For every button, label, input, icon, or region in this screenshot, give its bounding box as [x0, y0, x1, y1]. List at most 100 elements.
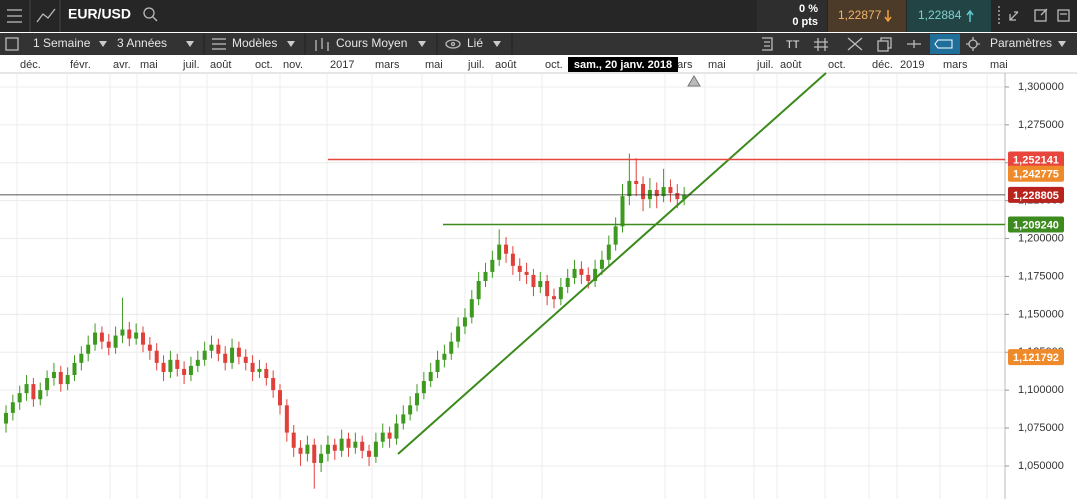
templates-select[interactable]: Modèles — [232, 36, 277, 50]
candle-body — [538, 280, 543, 288]
tool-icon — [934, 39, 953, 49]
candle-body — [72, 362, 77, 375]
time-axis — [0, 56, 1077, 73]
price-badge — [1008, 186, 1064, 203]
candle-body — [216, 344, 221, 354]
candle-body — [168, 359, 173, 372]
candle-body — [120, 329, 125, 336]
candle-body — [599, 259, 604, 269]
time-label: mai — [708, 59, 726, 71]
price-badge — [1008, 151, 1064, 168]
time-label: déc. — [872, 59, 893, 71]
menu-button[interactable] — [7, 9, 22, 23]
candle-body — [175, 359, 180, 369]
y-tick-label: 1,275000 — [1018, 119, 1064, 131]
candle-body — [524, 271, 529, 275]
candle-body — [113, 335, 118, 348]
candle-body — [17, 393, 22, 403]
candle-body — [141, 332, 145, 345]
candle-body — [51, 371, 56, 379]
sell-box[interactable] — [828, 0, 906, 32]
candle-body — [134, 332, 139, 339]
candle-body — [510, 253, 515, 266]
candle-body — [236, 347, 241, 357]
price-badge-label: 1,252141 — [1013, 154, 1059, 166]
candle-body — [675, 193, 680, 200]
chart-type-button[interactable] — [36, 8, 56, 23]
crosshair-box — [568, 57, 678, 72]
candle-body — [682, 194, 687, 200]
active-tool[interactable] — [930, 34, 960, 54]
crosshair-label: sam., 20 janv. 2018 — [574, 59, 672, 71]
sell-price[interactable]: 1,22877 — [838, 8, 882, 22]
trend-line[interactable] — [397, 72, 827, 455]
dropdown — [493, 41, 501, 47]
candle-body — [202, 350, 207, 360]
time-label: juil. — [182, 59, 200, 71]
candle-body — [415, 393, 419, 406]
candle-body — [456, 326, 461, 342]
candle-body — [469, 299, 474, 318]
candle-body — [367, 450, 372, 457]
crosshair-marker — [687, 75, 701, 87]
candle-body — [572, 268, 577, 278]
candle-body — [188, 365, 193, 375]
candle-body — [490, 259, 495, 272]
candle-body — [483, 271, 488, 281]
candle-body — [497, 244, 502, 260]
symbol[interactable]: EUR/USD — [68, 6, 131, 22]
time-label: oct. — [545, 59, 563, 71]
candle-body — [373, 441, 378, 457]
candle-body — [504, 244, 509, 254]
drawing-tools[interactable] — [762, 37, 980, 52]
candle-body — [545, 280, 550, 297]
candle-body — [476, 280, 481, 300]
candle-body — [38, 390, 43, 400]
templates-icon — [212, 38, 226, 50]
candle-body — [428, 371, 433, 382]
candle-body — [654, 190, 659, 197]
price-badge-label: 1,209240 — [1013, 219, 1059, 231]
y-tick-label: 1,175000 — [1018, 270, 1064, 282]
y-tick-label: 1,200000 — [1018, 232, 1064, 244]
buy-price[interactable]: 1,22884 — [918, 8, 962, 22]
link-select[interactable]: Lié — [467, 36, 483, 50]
candle-body — [593, 268, 598, 281]
candle-body — [442, 353, 447, 360]
candle-body — [291, 432, 296, 448]
price-type-select[interactable]: Cours Moyen — [336, 36, 407, 50]
window-buttons[interactable] — [998, 6, 1070, 26]
candle-body — [634, 180, 639, 184]
settings-button[interactable]: Paramètres — [990, 36, 1052, 50]
candle-body — [79, 353, 84, 363]
price-badge-label: 1,228805 — [1013, 190, 1059, 202]
candle-body — [449, 341, 454, 354]
search-button[interactable] — [143, 7, 158, 22]
time-label: déc. — [20, 59, 41, 71]
buy-box[interactable] — [907, 0, 991, 32]
range-select[interactable]: 3 Années — [117, 36, 167, 50]
interval-select[interactable]: 1 Semaine — [33, 36, 91, 50]
candle-body — [408, 405, 413, 415]
time-label: juil. — [756, 59, 774, 71]
candle-body — [65, 374, 70, 385]
candle-body — [517, 265, 522, 272]
time-label: 2019 — [900, 59, 924, 71]
candle-body — [552, 296, 556, 300]
panel-button[interactable] — [5, 37, 19, 51]
time-label: oct. — [828, 59, 846, 71]
change-pct: 0 % — [799, 3, 818, 15]
candle-body — [271, 378, 276, 391]
dropdown — [287, 41, 295, 47]
candle-body — [86, 344, 91, 354]
candle-body — [99, 332, 104, 342]
time-label: mai — [140, 59, 158, 71]
change-box — [757, 0, 827, 32]
time-label: août — [210, 59, 231, 71]
candle-body — [127, 329, 132, 339]
price-badge-label: 1,242775 — [1013, 169, 1059, 181]
time-label: oct. — [255, 59, 273, 71]
candle-body — [264, 368, 269, 379]
text-tool[interactable]: TT — [786, 39, 800, 51]
candle-body — [531, 274, 536, 288]
